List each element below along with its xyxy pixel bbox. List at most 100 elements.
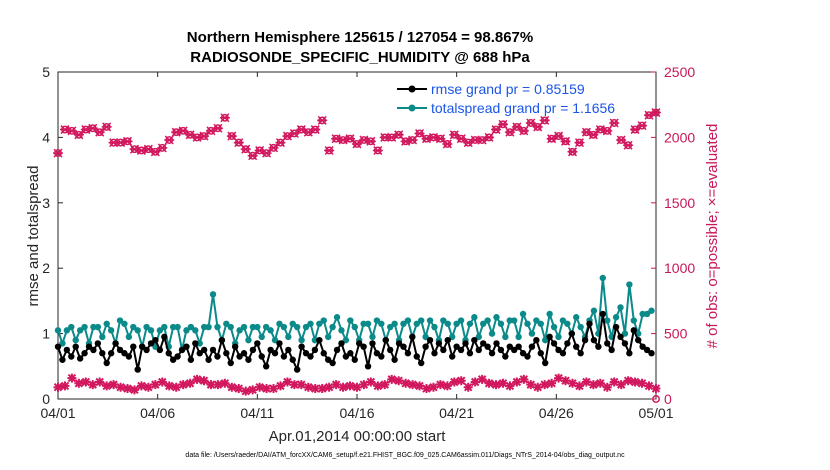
- rmse-point: [285, 346, 292, 354]
- rmse-point: [169, 356, 177, 363]
- rmse-point: [138, 343, 146, 350]
- rmse-point: [112, 340, 119, 347]
- obs-possible-cross: [602, 126, 613, 136]
- rmse-point: [271, 350, 279, 357]
- totalspread-point: [72, 336, 79, 344]
- rmse-point: [568, 330, 575, 337]
- rmse-point: [192, 340, 199, 347]
- legend: rmse grand pr = 0.85159 totalspread gran…: [397, 81, 615, 116]
- rmse-point: [316, 336, 323, 344]
- rmse-point: [262, 363, 270, 370]
- obs-possible-cross: [372, 145, 383, 156]
- obs-evaluated-point: [157, 377, 167, 387]
- totalspread-point: [103, 320, 110, 327]
- totalspread-point: [448, 333, 456, 341]
- totalspread-point: [161, 323, 168, 331]
- obs-evaluated-point: [331, 380, 341, 390]
- y-left-tick-label: 2: [42, 260, 50, 276]
- obs-possible-cross: [650, 108, 661, 118]
- obs-evaluated-point: [185, 378, 195, 388]
- rmse-point: [307, 353, 314, 360]
- x-tick-label: 04/26: [539, 405, 574, 421]
- totalspread-point: [54, 327, 62, 334]
- rmse-point: [178, 346, 186, 354]
- rmse-point: [488, 350, 496, 357]
- obs-possible-cross: [101, 122, 112, 132]
- totalspread-point: [302, 323, 310, 331]
- x-tick-label: 04/16: [339, 405, 374, 421]
- y-axis-left-label: rmse and totalspread: [25, 166, 42, 307]
- obs-possible-cross: [345, 134, 356, 144]
- obs-evaluated-point: [234, 384, 244, 394]
- rmse-point: [143, 346, 150, 354]
- obs-possible-cross: [247, 151, 258, 161]
- obs-possible-cross: [609, 118, 620, 128]
- totalspread-point: [457, 317, 465, 324]
- rmse-point: [187, 356, 195, 363]
- obs-evaluated-point: [644, 381, 654, 391]
- totalspread-point: [196, 340, 203, 347]
- obs-evaluated-point: [623, 376, 633, 386]
- obs-possible-cross: [199, 131, 210, 141]
- obs-evaluated-point: [505, 381, 515, 391]
- obs-evaluated-point: [595, 378, 605, 388]
- totalspread-point: [364, 320, 372, 327]
- rmse-point: [564, 340, 571, 347]
- series-layer: [53, 108, 661, 403]
- rmse-point: [209, 346, 217, 354]
- rmse-point: [107, 350, 115, 357]
- rmse-point: [599, 310, 606, 318]
- obs-evaluated-point: [95, 377, 105, 387]
- rmse-point: [338, 340, 345, 347]
- obs-evaluated-point: [116, 382, 126, 392]
- obs-evaluated-point: [227, 382, 237, 392]
- totalspread-point: [453, 320, 460, 327]
- totalspread-point: [373, 317, 381, 324]
- obs-evaluated-point: [282, 377, 292, 387]
- obs-evaluated-point: [449, 377, 459, 387]
- chart-title-line2: RADIOSONDE_SPECIFIC_HUMIDITY @ 688 hPa: [190, 49, 530, 66]
- totalspread-point: [630, 317, 637, 324]
- obs-evaluated-point: [463, 382, 473, 392]
- obs-evaluated-point: [651, 384, 661, 394]
- totalspread-point: [59, 340, 66, 347]
- totalspread-point: [643, 310, 651, 318]
- totalspread-point: [573, 314, 580, 321]
- rmse-point: [59, 356, 66, 363]
- obs-evaluated-point: [470, 377, 480, 387]
- rmse-point: [373, 350, 381, 357]
- rmse-point: [621, 340, 629, 347]
- rmse-point: [130, 343, 137, 350]
- totalspread-point: [599, 274, 606, 282]
- rmse-point: [311, 346, 319, 354]
- obs-evaluated-point: [324, 382, 334, 392]
- obs-evaluated-point: [123, 384, 133, 394]
- obs-possible-cross: [317, 115, 328, 125]
- totalspread-point: [466, 320, 474, 327]
- rmse-point: [581, 336, 589, 344]
- totalspread-point: [107, 327, 115, 334]
- totalspread-point: [515, 333, 522, 341]
- totalspread-point: [533, 317, 540, 324]
- rmse-point: [409, 333, 416, 341]
- rmse-point: [351, 356, 358, 363]
- rmse-point: [555, 346, 562, 354]
- y-right-tick-label: 0: [664, 391, 672, 407]
- rmse-point: [63, 346, 71, 354]
- obs-evaluated-point: [442, 381, 452, 391]
- rmse-point: [400, 343, 407, 350]
- totalspread-point: [333, 314, 341, 321]
- rmse-point: [480, 340, 487, 347]
- rmse-point: [635, 336, 642, 344]
- rmse-point: [161, 333, 168, 341]
- obs-evaluated-point: [67, 373, 77, 383]
- obs-evaluated-point: [415, 381, 425, 391]
- totalspread-point: [311, 336, 319, 344]
- y-right-tick-label: 2000: [664, 129, 695, 145]
- totalspread-point: [475, 333, 482, 341]
- totalspread-point: [236, 327, 243, 334]
- rmse-point: [608, 346, 615, 354]
- obs-evaluated-point: [380, 380, 390, 390]
- totalspread-point: [169, 323, 177, 331]
- rmse-point: [528, 343, 536, 350]
